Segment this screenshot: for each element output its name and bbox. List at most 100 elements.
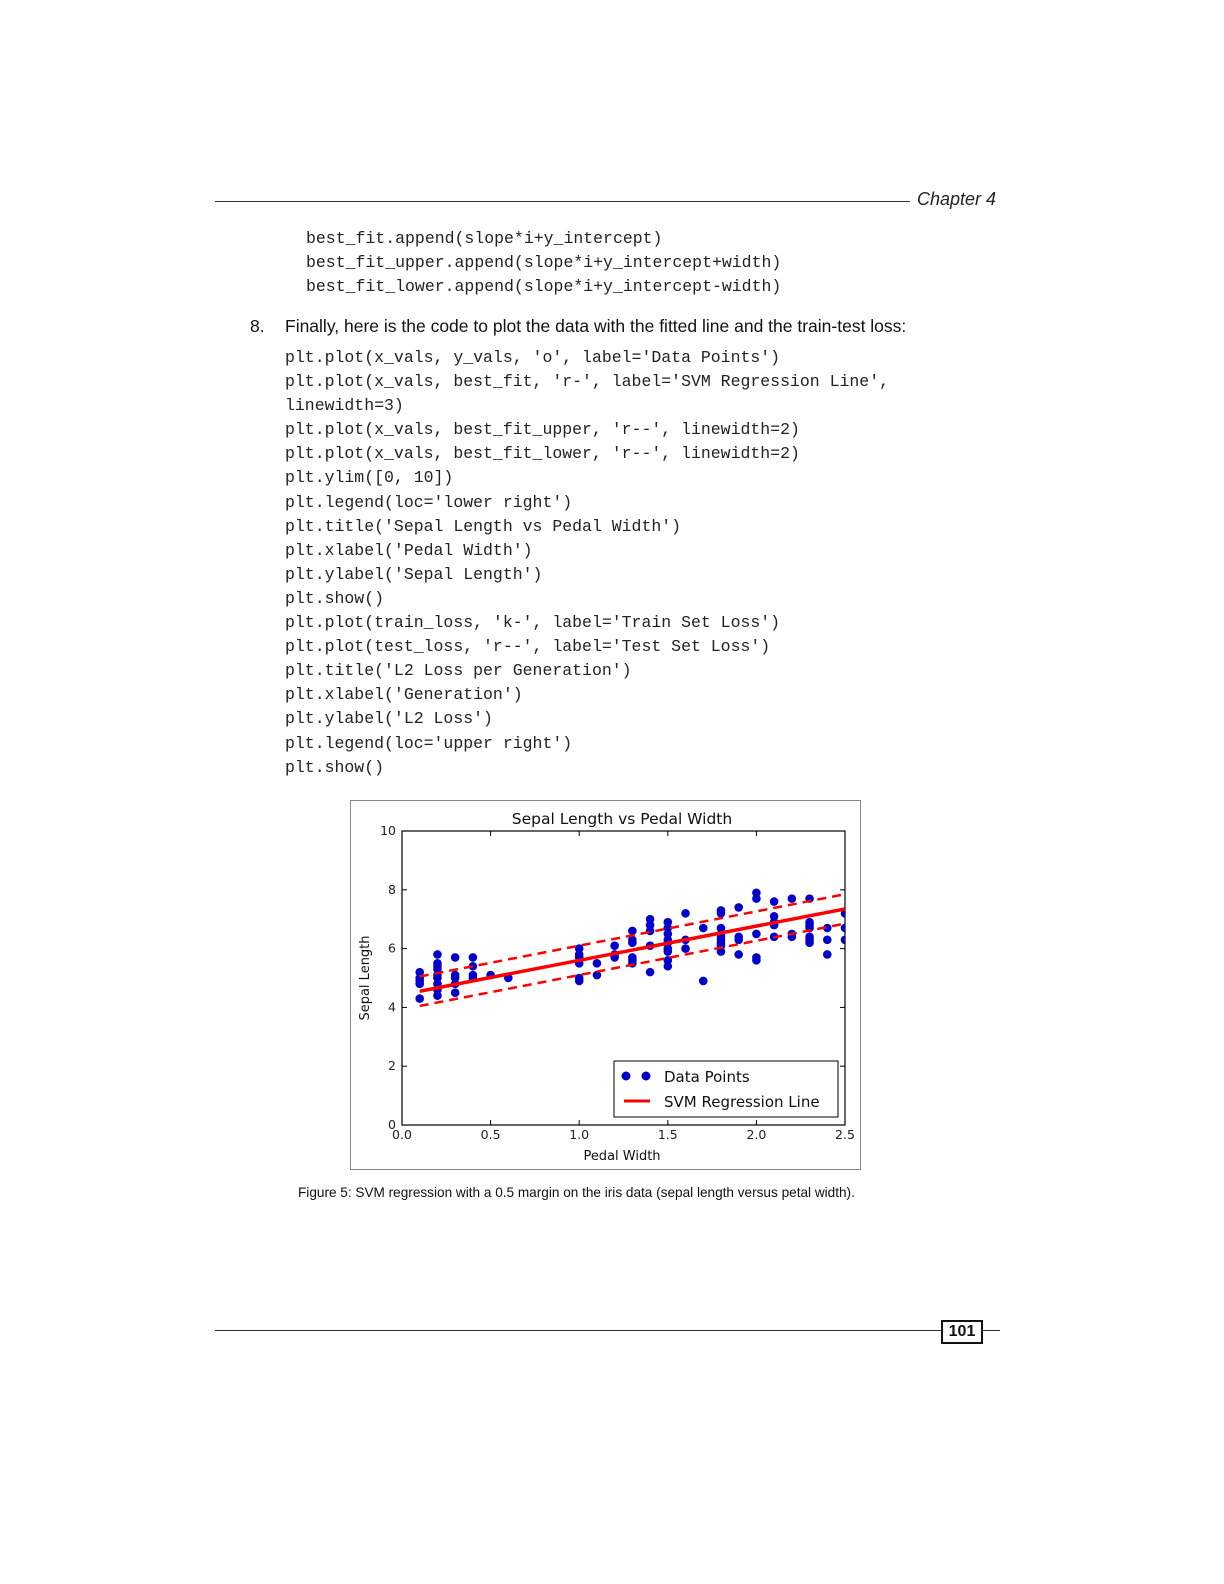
data-point xyxy=(822,923,832,933)
x-tick-label: 0.5 xyxy=(481,1127,501,1142)
data-point xyxy=(574,944,584,953)
regression-line xyxy=(419,907,845,993)
data-point xyxy=(681,944,690,953)
x-tick-label: 0.0 xyxy=(392,1127,412,1142)
code-line: plt.plot(x_vals, best_fit, 'r-', label='… xyxy=(285,372,889,392)
data-point xyxy=(415,967,425,977)
legend-label-points: Data Points xyxy=(664,1068,750,1086)
legend: Data Points SVM Regression Line xyxy=(613,1060,839,1118)
data-point xyxy=(450,970,460,980)
data-point xyxy=(645,914,655,924)
code-line: best_fit_lower.append(slope*i+y_intercep… xyxy=(306,277,782,297)
data-point xyxy=(734,950,743,959)
data-point xyxy=(822,935,832,945)
x-tick-label: 1.5 xyxy=(658,1127,678,1142)
data-point xyxy=(663,917,673,927)
code-line: linewidth=3) xyxy=(285,396,404,416)
data-point xyxy=(698,976,708,986)
data-point xyxy=(752,888,761,898)
code-line: plt.plot(x_vals, best_fit_upper, 'r--', … xyxy=(285,420,800,440)
data-point xyxy=(752,929,761,939)
y-tick-label: 10 xyxy=(380,823,396,838)
x-axis-label: Pedal Width xyxy=(583,1149,660,1164)
y-tick-label: 8 xyxy=(388,882,396,897)
data-point xyxy=(769,911,779,921)
x-tick-label: 2.0 xyxy=(746,1127,766,1142)
data-point xyxy=(787,894,797,903)
code-line: plt.title('L2 Loss per Generation') xyxy=(285,661,632,681)
data-point xyxy=(628,953,637,962)
legend-marker-points xyxy=(641,1071,651,1081)
data-point xyxy=(840,935,845,945)
data-point xyxy=(628,935,637,945)
plot-frame xyxy=(401,830,846,1126)
data-point xyxy=(663,961,673,971)
data-point xyxy=(805,917,814,927)
step-text: Finally, here is the code to plot the da… xyxy=(285,316,907,336)
code-line: plt.ylim([0, 10]) xyxy=(285,468,454,488)
data-point xyxy=(698,923,708,933)
data-point xyxy=(610,941,619,950)
x-tick-label: 2.5 xyxy=(835,1127,855,1142)
code-line: plt.plot(x_vals, y_vals, 'o', label='Dat… xyxy=(285,348,781,367)
data-point xyxy=(433,991,442,1000)
footer-rule xyxy=(215,1330,1000,1331)
data-point xyxy=(592,959,602,968)
code-line: plt.plot(x_vals, best_fit_lower, 'r--', … xyxy=(285,444,800,464)
data-point xyxy=(716,906,726,915)
data-point xyxy=(663,929,673,939)
data-point xyxy=(752,894,761,903)
data-point xyxy=(663,956,673,965)
code-line: plt.legend(loc='upper right') xyxy=(285,733,573,753)
data-point xyxy=(450,953,460,962)
data-point xyxy=(840,923,845,933)
data-point xyxy=(645,920,655,930)
y-tick-label: 0 xyxy=(388,1117,396,1132)
y-tick-label: 2 xyxy=(388,1058,396,1073)
code-block-1: best_fit.append(slope*i+y_intercept) bes… xyxy=(306,227,781,299)
data-point xyxy=(734,932,743,942)
figure-caption: Figure 5: SVM regression with a 0.5 marg… xyxy=(298,1185,855,1200)
figure-5: Sepal Length vs Pedal Width Pedal Width … xyxy=(350,800,861,1170)
legend-label-line: SVM Regression Line xyxy=(664,1093,820,1111)
legend-marker-points xyxy=(621,1071,631,1081)
code-line: best_fit.append(slope*i+y_intercept) xyxy=(306,229,663,248)
margin-line xyxy=(419,892,845,978)
data-point xyxy=(681,909,690,918)
data-point xyxy=(822,950,832,959)
code-line: plt.show() xyxy=(285,588,385,608)
code-line: plt.xlabel('Pedal Width') xyxy=(285,540,533,560)
data-point xyxy=(468,961,478,971)
data-point xyxy=(468,970,478,980)
code-line: best_fit_upper.append(slope*i+y_intercep… xyxy=(306,253,782,273)
code-line: plt.ylabel('Sepal Length') xyxy=(285,564,543,584)
code-line: plt.plot(train_loss, 'k-', label='Train … xyxy=(285,613,781,633)
data-point xyxy=(574,950,584,959)
data-point xyxy=(468,953,478,962)
data-point xyxy=(752,953,761,962)
margin-line xyxy=(419,922,845,1008)
chart-title: Sepal Length vs Pedal Width xyxy=(512,810,732,828)
code-line: plt.ylabel('L2 Loss') xyxy=(285,709,493,729)
code-line: plt.show() xyxy=(285,757,385,777)
code-block-2: plt.plot(x_vals, y_vals, 'o', label='Dat… xyxy=(285,346,889,780)
step-number: 8. xyxy=(250,316,265,336)
header-rule xyxy=(215,201,910,202)
x-tick-label: 1.0 xyxy=(569,1127,589,1142)
data-point xyxy=(433,959,442,968)
y-axis-label: Sepal Length xyxy=(358,935,373,1020)
data-point xyxy=(805,932,814,942)
data-point xyxy=(450,988,460,997)
step-8: 8. Finally, here is the code to plot the … xyxy=(250,316,906,337)
code-line: plt.plot(test_loss, 'r--', label='Test S… xyxy=(285,637,771,657)
code-line: plt.title('Sepal Length vs Pedal Width') xyxy=(285,516,682,536)
data-point xyxy=(663,944,673,953)
data-point xyxy=(734,903,743,912)
data-point xyxy=(716,923,726,933)
page-number: 101 xyxy=(941,1320,983,1344)
data-point xyxy=(769,897,779,906)
data-point xyxy=(663,923,673,933)
code-line: plt.legend(loc='lower right') xyxy=(285,492,573,512)
chapter-label: Chapter 4 xyxy=(917,189,997,209)
data-point xyxy=(592,970,602,980)
